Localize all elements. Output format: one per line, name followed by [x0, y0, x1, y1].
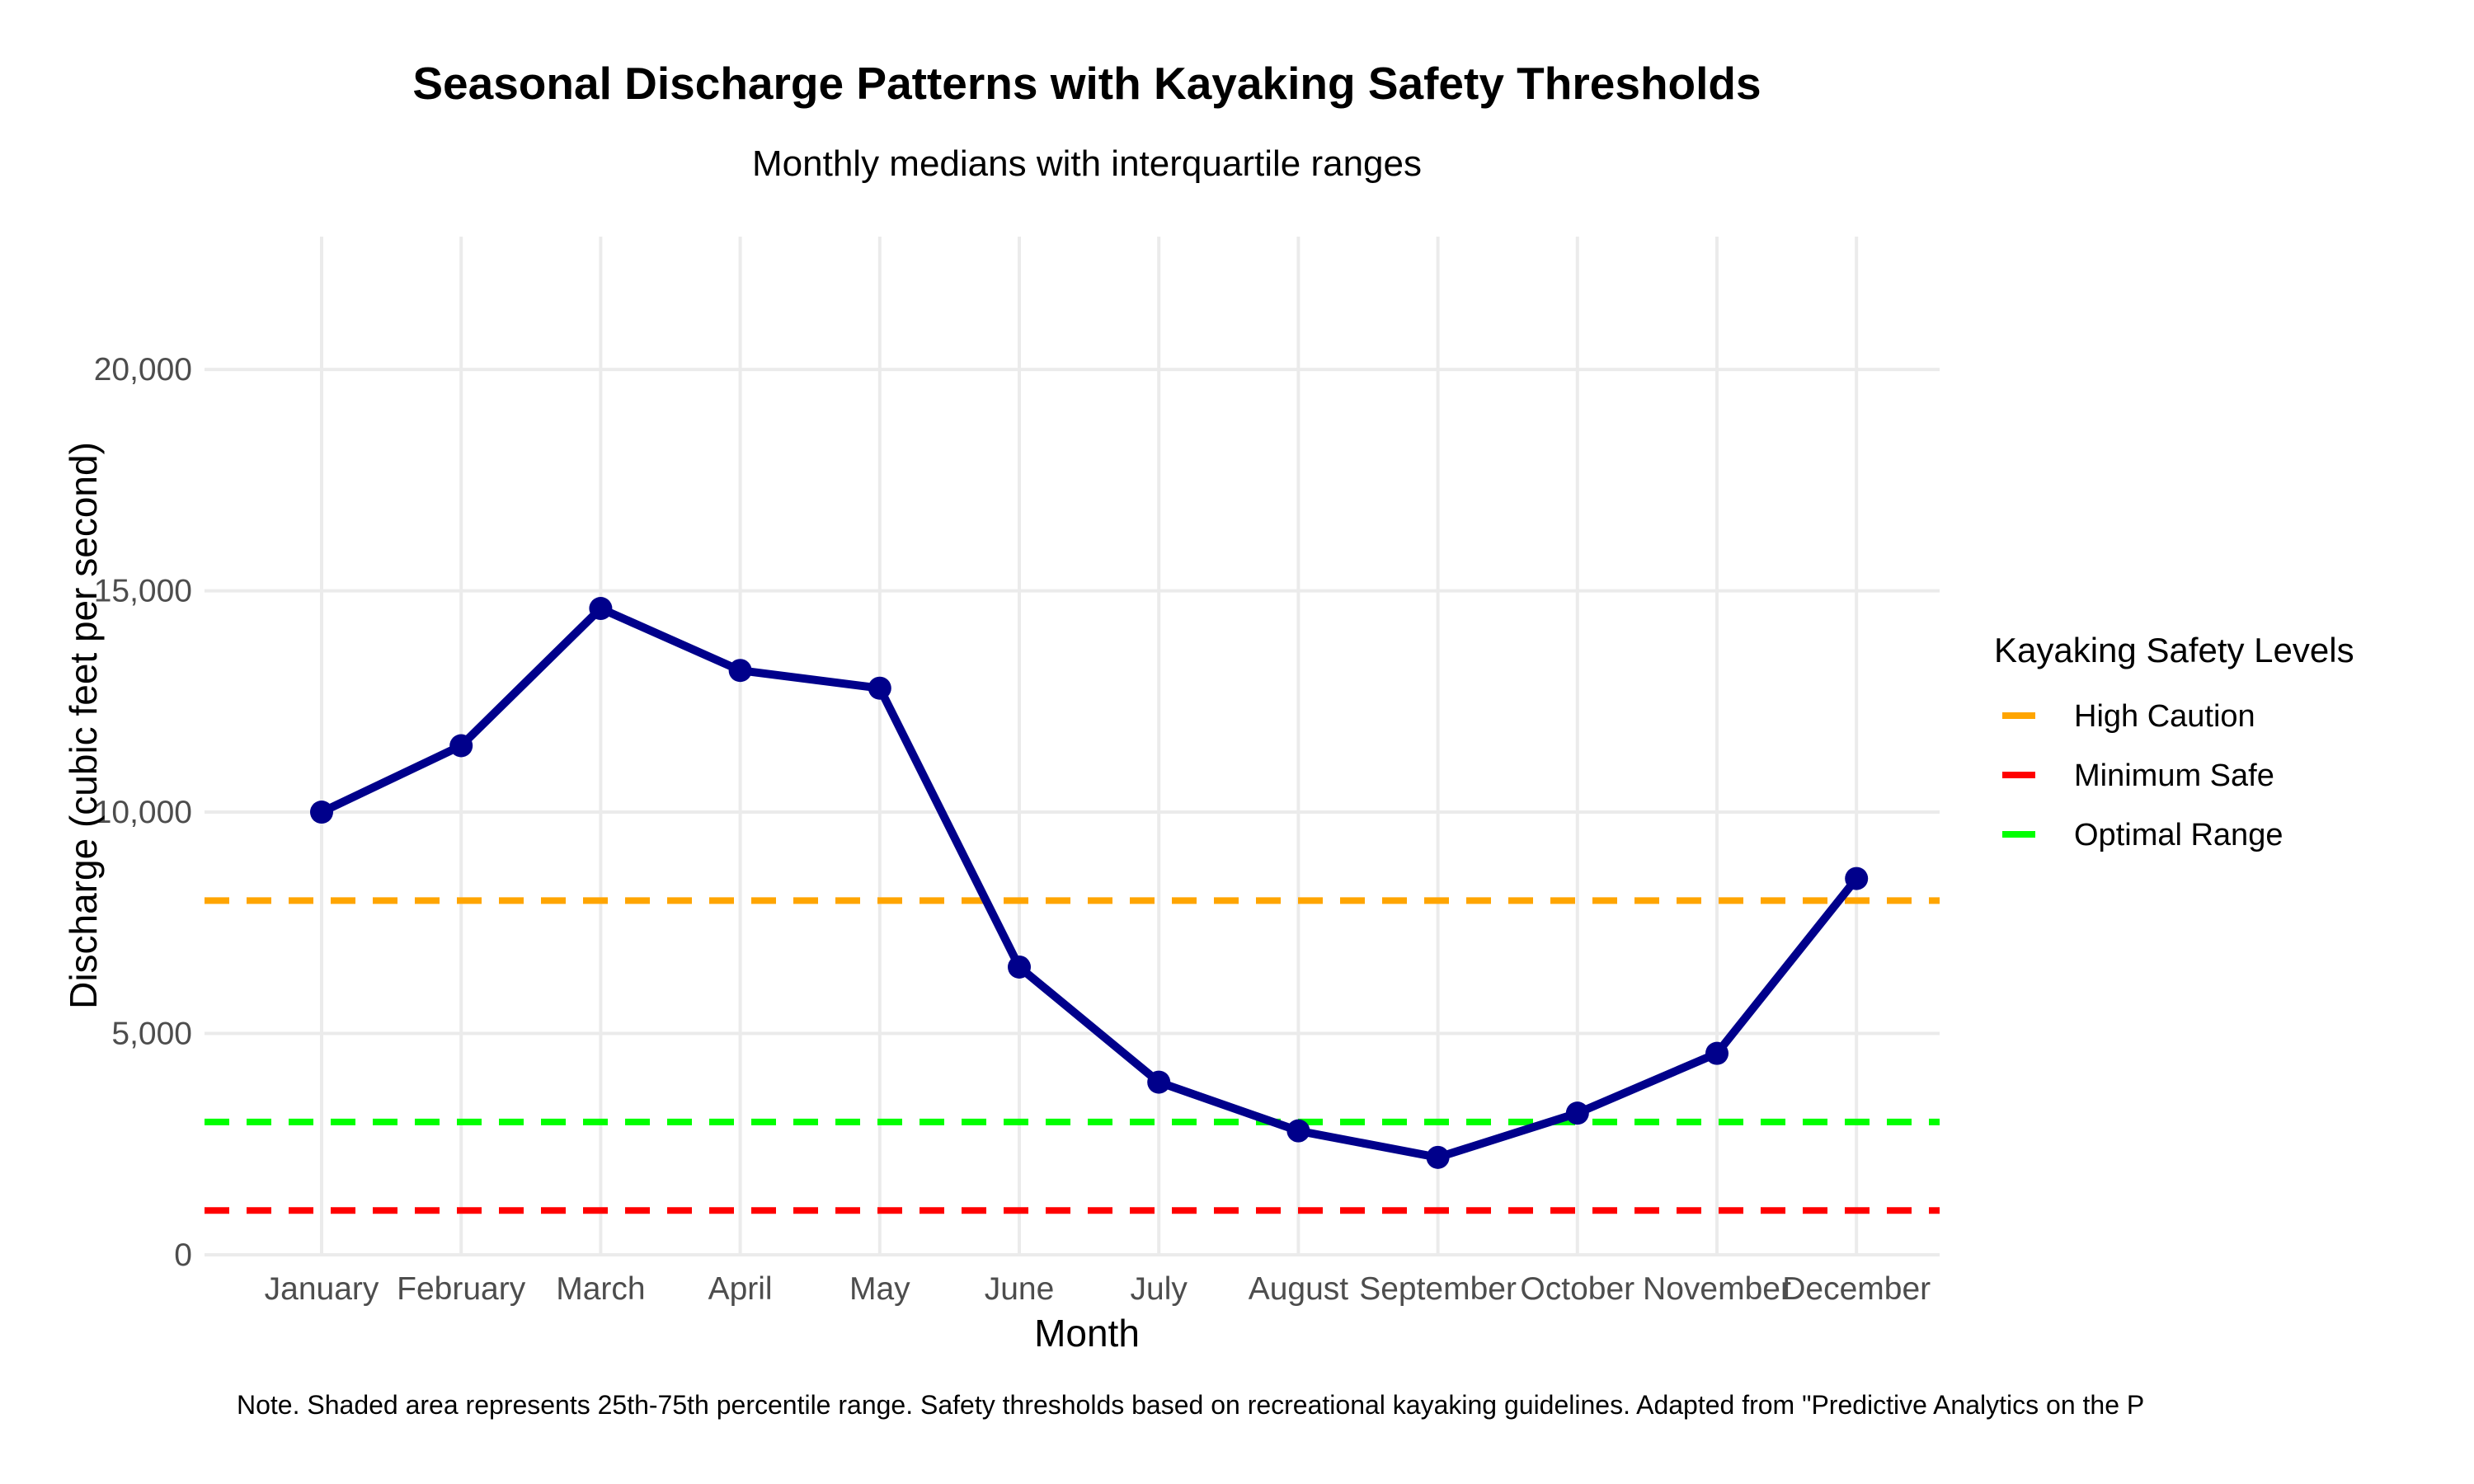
data-point-january: [310, 801, 333, 824]
data-point-may: [868, 676, 891, 700]
y-tick-label: 20,000: [94, 352, 192, 387]
legend-entries: High Caution Minimum Safe Optimal Range: [2002, 699, 2283, 852]
data-point-march: [589, 597, 613, 621]
x-tick-label: February: [397, 1271, 526, 1307]
series-line: [317, 604, 1861, 1162]
data-point-february: [449, 734, 473, 758]
legend: Kayaking Safety Levels High Caution Minim…: [1994, 631, 2354, 852]
x-tick-label: January: [265, 1271, 379, 1307]
y-tick-label: 0: [174, 1237, 192, 1273]
plot-panel: [205, 237, 1940, 1256]
data-point-november: [1705, 1041, 1729, 1065]
data-point-september: [1426, 1145, 1450, 1169]
y-axis-title: Discharge (cubic feet per second): [62, 442, 105, 1009]
x-tick-label: April: [708, 1271, 773, 1307]
x-tick-label: December: [1782, 1271, 1931, 1307]
data-point-july: [1147, 1070, 1171, 1094]
y-axis-ticks: 0 5,000 10,000 15,000 20,000: [94, 352, 192, 1273]
x-tick-label: March: [556, 1271, 645, 1307]
legend-title: Kayaking Safety Levels: [1994, 631, 2354, 669]
x-tick-label: November: [1643, 1271, 1791, 1307]
gridlines: [205, 237, 1940, 1256]
x-tick-label: September: [1359, 1271, 1517, 1307]
x-axis-title: Month: [1034, 1312, 1140, 1355]
series-layer: [310, 597, 1869, 1169]
x-tick-label: July: [1131, 1271, 1188, 1307]
data-point-december: [1845, 866, 1869, 890]
chart-title: Seasonal Discharge Patterns with Kayakin…: [412, 58, 1761, 109]
y-tick-label: 15,000: [94, 574, 192, 609]
x-tick-label: May: [849, 1271, 910, 1307]
chart-subtitle: Monthly medians with interquartile range…: [752, 143, 1422, 184]
x-tick-label: October: [1520, 1271, 1634, 1307]
chart-note: Note. Shaded area represents 25th-75th p…: [237, 1390, 2144, 1420]
data-point-april: [728, 659, 752, 683]
x-tick-label: June: [985, 1271, 1055, 1307]
threshold-lines: [205, 897, 1940, 1214]
data-point-august: [1286, 1119, 1310, 1143]
x-tick-label: August: [1249, 1271, 1349, 1307]
legend-label: High Caution: [2074, 699, 2255, 734]
x-axis-ticks: January February March April May June July Augu…: [265, 1271, 1931, 1307]
data-point-june: [1008, 955, 1031, 979]
data-point-october: [1565, 1101, 1589, 1125]
y-tick-label: 5,000: [111, 1017, 192, 1052]
legend-label: Optimal Range: [2074, 818, 2283, 852]
y-tick-label: 10,000: [94, 795, 192, 830]
legend-label: Minimum Safe: [2074, 758, 2274, 793]
